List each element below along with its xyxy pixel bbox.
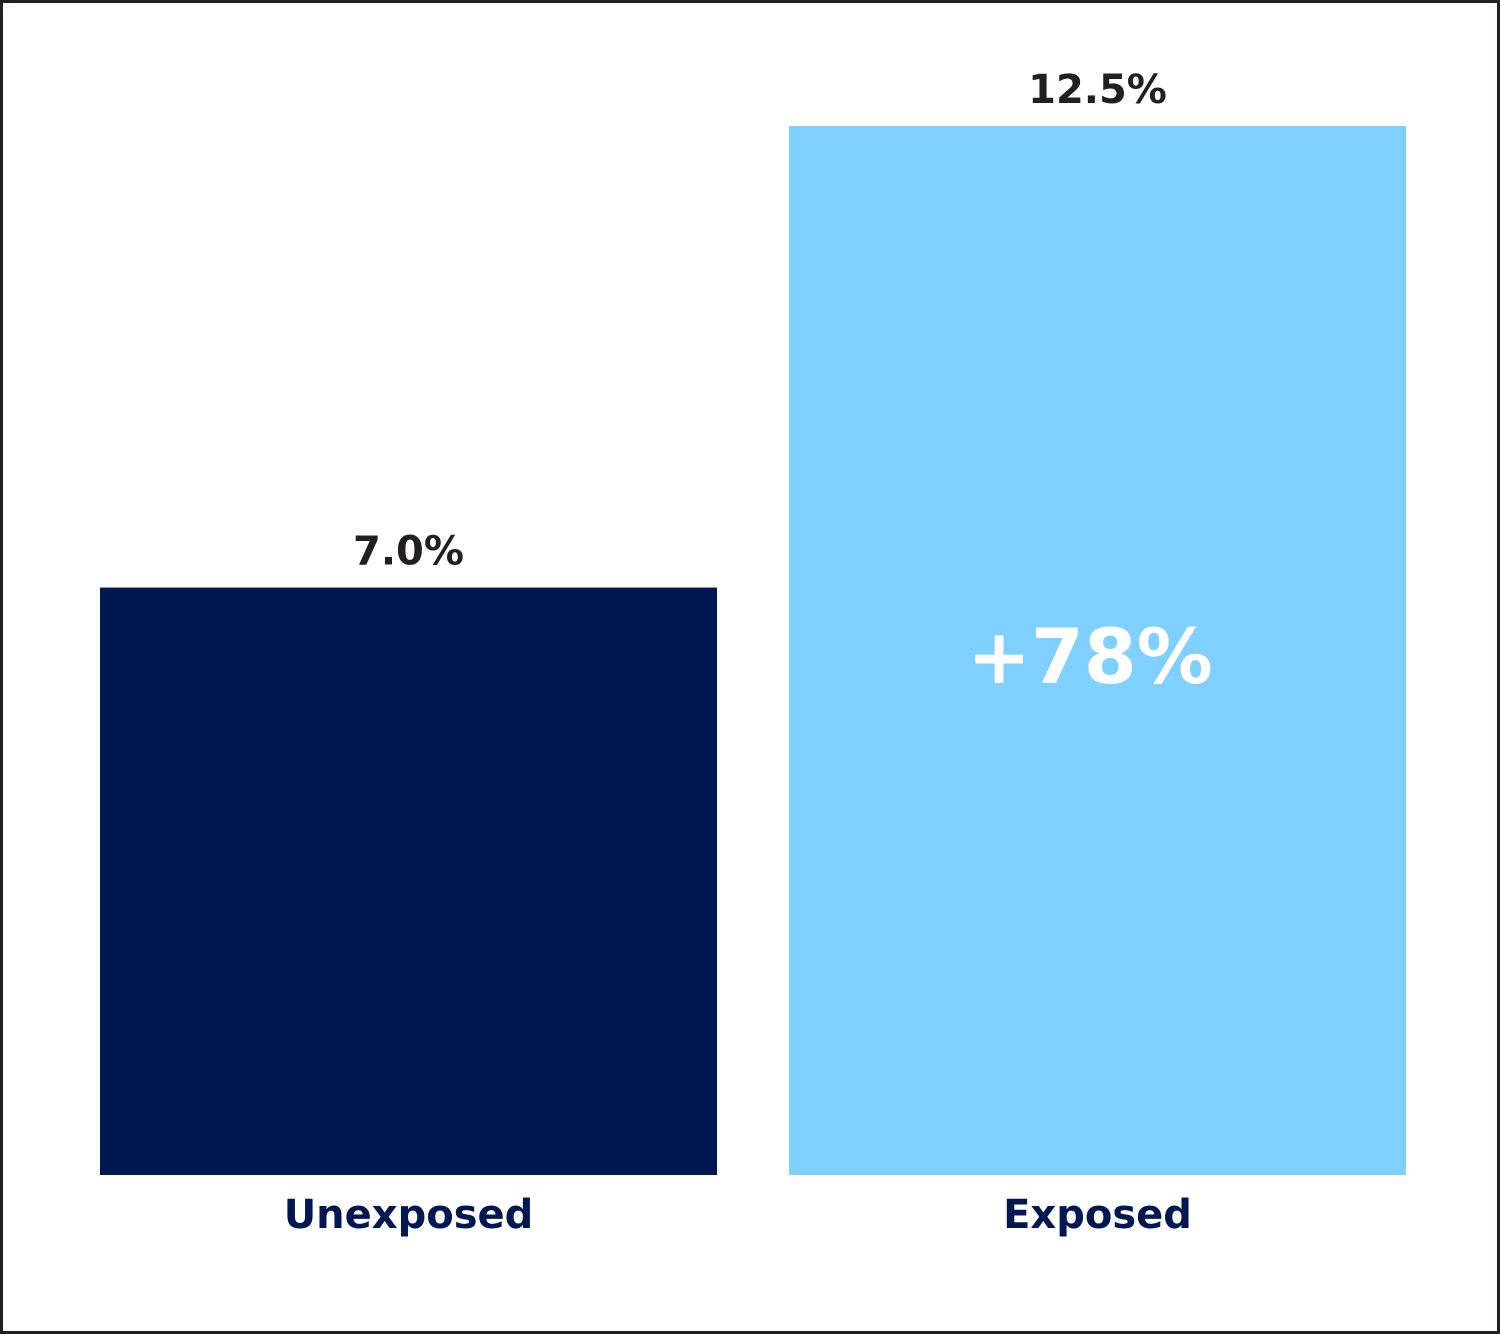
x-tick-label: Exposed bbox=[1003, 1192, 1192, 1238]
annotation: +78% bbox=[967, 612, 1213, 701]
value-label: 12.5% bbox=[1028, 67, 1167, 113]
value-label: 7.0% bbox=[353, 529, 464, 575]
bar bbox=[789, 126, 1406, 1175]
x-tick-label: Unexposed bbox=[284, 1192, 534, 1238]
bar bbox=[100, 587, 717, 1175]
